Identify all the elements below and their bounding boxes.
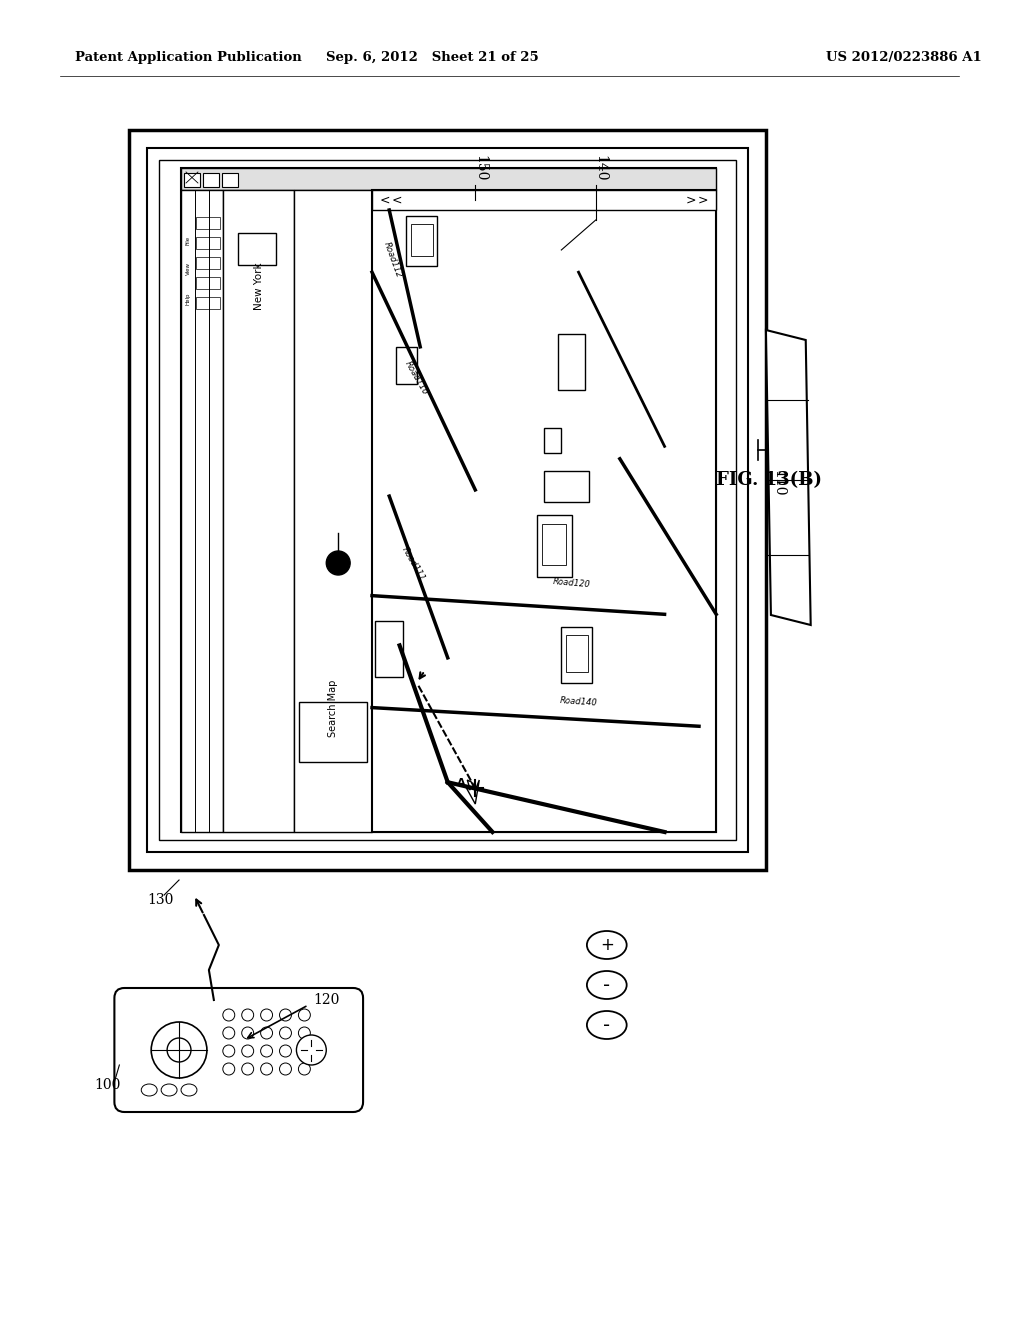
Circle shape — [298, 1063, 310, 1074]
Circle shape — [280, 1008, 292, 1020]
Bar — [295, 190, 372, 832]
Ellipse shape — [181, 1084, 197, 1096]
Text: >: > — [686, 194, 696, 206]
Bar — [181, 168, 716, 190]
Text: 140: 140 — [594, 154, 607, 181]
Bar — [407, 216, 437, 267]
Bar — [372, 190, 716, 832]
Text: 130: 130 — [147, 894, 174, 907]
Circle shape — [261, 1008, 272, 1020]
Circle shape — [242, 1008, 254, 1020]
Ellipse shape — [161, 1084, 177, 1096]
Circle shape — [280, 1063, 292, 1074]
Bar — [159, 160, 736, 840]
Bar — [181, 168, 716, 832]
Text: FIG. 13(B): FIG. 13(B) — [716, 471, 822, 488]
Polygon shape — [465, 780, 479, 804]
Text: View: View — [185, 261, 190, 275]
Circle shape — [223, 1045, 234, 1057]
Circle shape — [242, 1063, 254, 1074]
Polygon shape — [766, 330, 811, 624]
Bar — [196, 297, 220, 309]
FancyBboxPatch shape — [115, 987, 364, 1111]
Ellipse shape — [587, 931, 627, 960]
Circle shape — [223, 1063, 234, 1074]
Bar — [129, 129, 766, 870]
Text: Road110: Road110 — [403, 359, 430, 396]
Text: 120: 120 — [313, 993, 340, 1007]
Text: <: < — [380, 194, 390, 206]
Circle shape — [242, 1045, 254, 1057]
Ellipse shape — [141, 1084, 157, 1096]
Bar — [299, 702, 367, 762]
Bar — [181, 190, 223, 832]
Text: 150: 150 — [473, 154, 487, 181]
Bar — [222, 173, 238, 187]
Bar — [544, 428, 561, 453]
Circle shape — [223, 1027, 234, 1039]
Bar — [223, 190, 295, 832]
Circle shape — [261, 1063, 272, 1074]
Text: Road112: Road112 — [382, 240, 403, 279]
Bar — [238, 234, 275, 265]
Text: Help: Help — [185, 293, 190, 305]
Text: A: A — [458, 779, 466, 788]
Bar — [411, 223, 433, 256]
Text: -: - — [603, 975, 610, 994]
Bar — [196, 238, 220, 249]
Bar — [561, 627, 592, 682]
Circle shape — [261, 1027, 272, 1039]
Circle shape — [261, 1045, 272, 1057]
Circle shape — [298, 1027, 310, 1039]
Text: Sep. 6, 2012   Sheet 21 of 25: Sep. 6, 2012 Sheet 21 of 25 — [327, 51, 539, 65]
Bar — [196, 216, 220, 228]
Circle shape — [298, 1008, 310, 1020]
Text: +: + — [600, 936, 613, 954]
Circle shape — [327, 550, 350, 576]
Text: 110: 110 — [771, 470, 784, 496]
Bar — [396, 347, 417, 384]
Bar — [376, 620, 403, 676]
Bar — [544, 471, 589, 503]
Text: New York: New York — [254, 263, 263, 310]
Text: -: - — [603, 1015, 610, 1035]
Bar — [196, 277, 220, 289]
Bar — [203, 173, 219, 187]
Bar — [184, 173, 200, 187]
Bar — [147, 148, 749, 851]
Bar — [196, 257, 220, 269]
Circle shape — [167, 1038, 191, 1063]
Text: Search Map: Search Map — [329, 680, 338, 737]
Bar — [543, 524, 566, 565]
Bar — [372, 190, 716, 210]
Circle shape — [152, 1022, 207, 1078]
Text: Road140: Road140 — [559, 696, 598, 708]
Text: <: < — [392, 194, 402, 206]
Text: Road111: Road111 — [400, 546, 427, 583]
Bar — [538, 515, 571, 577]
Circle shape — [298, 1045, 310, 1057]
Bar — [558, 334, 586, 391]
Text: Patent Application Publication: Patent Application Publication — [75, 51, 301, 65]
Ellipse shape — [587, 1011, 627, 1039]
Text: File: File — [185, 236, 190, 246]
Circle shape — [242, 1027, 254, 1039]
Text: >: > — [697, 194, 709, 206]
Circle shape — [296, 1035, 327, 1065]
Bar — [566, 635, 588, 672]
Text: 100: 100 — [94, 1078, 121, 1092]
Circle shape — [280, 1045, 292, 1057]
Ellipse shape — [587, 972, 627, 999]
Circle shape — [280, 1027, 292, 1039]
Text: Road120: Road120 — [553, 577, 591, 589]
Circle shape — [223, 1008, 234, 1020]
Text: US 2012/0223886 A1: US 2012/0223886 A1 — [825, 51, 981, 65]
